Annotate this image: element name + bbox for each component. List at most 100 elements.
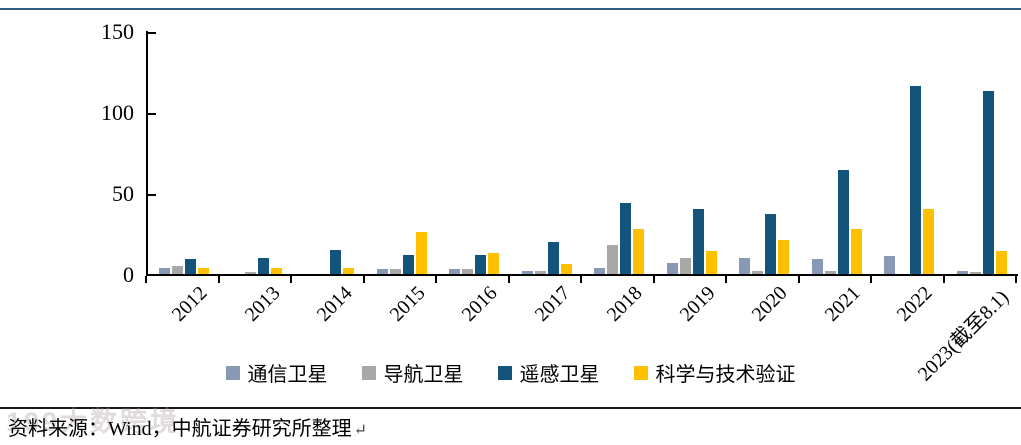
bar-遥感卫星 (402, 255, 414, 274)
bar-通信卫星 (521, 271, 533, 274)
bar-通信卫星 (376, 269, 388, 274)
bar-科学与技术验证 (270, 268, 282, 274)
source-note-text: 资料来源：Wind，中航证券研究所整理 (8, 418, 352, 440)
bar-导航卫星 (752, 271, 764, 274)
y-tick-label: 150 (101, 19, 134, 44)
x-tick-mark (435, 276, 437, 283)
bar-通信卫星 (666, 263, 678, 274)
bar-科学与技术验证 (415, 232, 427, 274)
return-mark: ↵ (353, 422, 368, 439)
y-tick-label: 0 (123, 262, 134, 287)
bar-group (366, 31, 439, 274)
legend-label: 导航卫星 (383, 364, 464, 386)
bar-科学与技术验证 (488, 253, 500, 274)
x-axis-label: 2017 (530, 282, 575, 326)
top-border-line (0, 8, 1021, 10)
bar-遥感卫星 (837, 170, 849, 274)
bar-group (148, 31, 221, 274)
bar-导航卫星 (969, 272, 981, 274)
bar-通信卫星 (449, 269, 461, 274)
bar-遥感卫星 (257, 258, 269, 274)
bar-通信卫星 (159, 268, 171, 274)
x-axis-label: 2015 (385, 282, 430, 326)
bar-遥感卫星 (620, 203, 632, 274)
bar-科学与技术验证 (343, 268, 355, 274)
bar-通信卫星 (739, 258, 751, 274)
bar-group (656, 31, 729, 274)
x-axis-label: 2018 (602, 282, 647, 326)
bar-通信卫星 (811, 259, 823, 274)
plot-area (146, 31, 1018, 276)
legend-label: 通信卫星 (247, 364, 328, 386)
x-axis-label: 2019 (675, 282, 720, 326)
legend-swatch-导航卫星 (361, 365, 376, 380)
bar-导航卫星 (824, 271, 836, 274)
chart-legend: 通信卫星 导航卫星 遥感卫星 科学与技术验证 (0, 358, 1021, 387)
legend-label: 科学与技术验证 (655, 364, 796, 386)
y-tick-label: 50 (112, 181, 134, 206)
bar-遥感卫星 (910, 86, 922, 274)
x-tick-mark (290, 276, 292, 283)
bar-科学与技术验证 (560, 264, 572, 274)
bar-科学与技术验证 (778, 240, 790, 274)
x-axis-label: 2013 (240, 282, 285, 326)
bar-科学与技术验证 (923, 209, 935, 274)
x-tick-mark (725, 276, 727, 283)
bar-遥感卫星 (765, 214, 777, 274)
bar-科学与技术验证 (198, 268, 210, 274)
bar-导航卫星 (244, 272, 256, 274)
bottom-divider-line (0, 407, 1021, 409)
bar-导航卫星 (462, 269, 474, 274)
x-tick-mark (652, 276, 655, 283)
bar-group (583, 31, 656, 274)
legend-label: 遥感卫星 (519, 364, 600, 386)
bar-遥感卫星 (547, 242, 559, 274)
y-tick-mark (148, 32, 156, 34)
bar-遥感卫星 (330, 250, 342, 274)
x-tick-mark (145, 276, 147, 283)
x-axis-label: 2022 (892, 282, 937, 326)
x-tick-mark (507, 276, 510, 283)
bar-group (511, 31, 584, 274)
bar-group (728, 31, 801, 274)
legend-swatch-遥感卫星 (497, 365, 512, 380)
legend-item: 导航卫星 (361, 358, 464, 387)
bar-导航卫星 (607, 245, 619, 274)
bar-遥感卫星 (982, 91, 994, 274)
legend-swatch-通信卫星 (225, 365, 240, 380)
bar-group (946, 31, 1019, 274)
bar-遥感卫星 (185, 259, 197, 274)
bar-科学与技术验证 (633, 229, 645, 274)
x-axis-label: 2012 (167, 282, 212, 326)
bar-科学与技术验证 (995, 251, 1007, 274)
legend-item: 科学与技术验证 (633, 358, 796, 387)
x-axis-label: 2021 (820, 282, 865, 326)
bar-遥感卫星 (692, 209, 704, 274)
bar-group (293, 31, 366, 274)
y-tick-label: 100 (101, 100, 134, 125)
bar-导航卫星 (534, 271, 546, 274)
bar-group (221, 31, 294, 274)
bar-科学与技术验证 (705, 251, 717, 274)
source-note: 资料来源：Wind，中航证券研究所整理 ↵ (8, 412, 367, 441)
x-tick-mark (870, 276, 872, 283)
bar-通信卫星 (884, 256, 896, 274)
x-axis-label: 2014 (312, 282, 357, 326)
legend-item: 遥感卫星 (497, 358, 600, 387)
bar-通信卫星 (956, 271, 968, 274)
y-tick-mark (148, 194, 156, 196)
bar-group (438, 31, 511, 274)
x-tick-mark (362, 276, 365, 283)
x-tick-mark (1015, 276, 1017, 283)
x-axis-label: 2020 (747, 282, 792, 326)
bar-导航卫星 (679, 258, 691, 274)
bar-group (801, 31, 874, 274)
legend-swatch-科学与技术验证 (633, 365, 648, 380)
bar-导航卫星 (172, 266, 184, 274)
x-tick-mark (797, 276, 800, 283)
x-tick-mark (217, 276, 220, 283)
x-tick-mark (942, 276, 945, 283)
bar-遥感卫星 (475, 255, 487, 274)
x-tick-mark (580, 276, 582, 283)
